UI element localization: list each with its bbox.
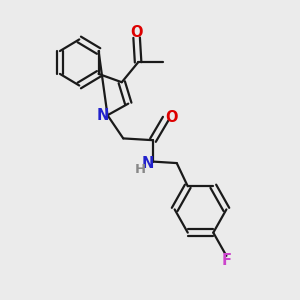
- Text: O: O: [165, 110, 178, 124]
- Text: F: F: [221, 253, 231, 268]
- Text: H: H: [135, 164, 146, 176]
- Text: O: O: [130, 25, 143, 40]
- Text: N: N: [142, 156, 154, 171]
- Text: N: N: [96, 108, 109, 123]
